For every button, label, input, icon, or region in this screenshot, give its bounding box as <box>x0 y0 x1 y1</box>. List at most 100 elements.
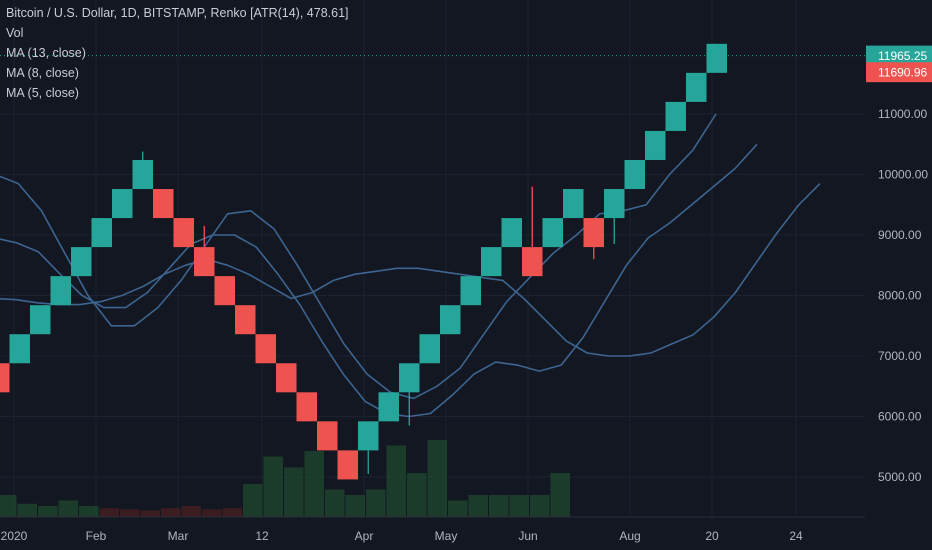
volume-bar <box>120 509 140 517</box>
volume-bar <box>243 484 263 517</box>
brick-up[interactable] <box>501 218 523 248</box>
brick-down[interactable] <box>235 305 256 335</box>
brick-up[interactable] <box>542 218 564 248</box>
volume-bar <box>202 509 222 517</box>
volume-bar <box>550 473 570 517</box>
brick-down[interactable] <box>194 247 215 277</box>
volume-bar <box>263 456 283 517</box>
ma5-study-label[interactable]: MA (5, close) <box>6 86 79 100</box>
brick-up[interactable] <box>399 363 420 393</box>
brick-up[interactable] <box>460 276 482 306</box>
brick-up[interactable] <box>112 189 133 219</box>
brick-up[interactable] <box>440 305 461 335</box>
time-tick-label: 2020 <box>1 529 28 543</box>
brick-up[interactable] <box>706 43 728 73</box>
time-tick-label: Feb <box>86 529 107 543</box>
brick-up[interactable] <box>481 247 502 277</box>
price-tick-label: 11000.00 <box>878 107 927 121</box>
time-tick-label: Mar <box>168 529 189 543</box>
volume-bar <box>222 508 242 517</box>
volume-bar <box>345 495 365 517</box>
brick-up[interactable] <box>71 247 92 277</box>
volume-bar <box>284 467 304 517</box>
volume-bar <box>79 506 99 517</box>
symbol-title[interactable]: Bitcoin / U.S. Dollar, 1D, BITSTAMP, Ren… <box>6 6 349 20</box>
price-tag-box <box>866 45 932 66</box>
brick-down[interactable] <box>317 421 338 451</box>
brick-up[interactable] <box>563 189 584 219</box>
brick-up[interactable] <box>9 334 31 364</box>
price-tick-label: 7000.00 <box>878 349 922 363</box>
volume-layer <box>0 440 570 517</box>
price-tick-label: 10000.00 <box>878 168 928 182</box>
brick-down[interactable] <box>522 247 543 277</box>
brick-up[interactable] <box>378 392 400 422</box>
time-tick-label: 20 <box>705 529 719 543</box>
volume-bar <box>38 506 58 517</box>
price-tag-label: 11690.96 <box>878 66 927 80</box>
brick-down[interactable] <box>337 450 359 480</box>
volume-bar <box>366 489 386 517</box>
volume-bar <box>0 495 17 517</box>
ma-line-8 <box>0 143 758 418</box>
brick-down[interactable] <box>583 218 605 248</box>
price-tags-layer: 11965.25 11690.96 <box>866 45 932 83</box>
brick-up[interactable] <box>645 130 666 160</box>
volume-bar <box>325 489 345 517</box>
ma8-study-label[interactable]: MA (8, close) <box>6 66 79 80</box>
price-axis[interactable]: 5000.00 6000.00 7000.00 8000.00 9000.00 10000… <box>878 107 928 484</box>
brick-down[interactable] <box>173 218 195 248</box>
volume-bar <box>304 451 324 517</box>
brick-down[interactable] <box>214 276 236 306</box>
time-axis[interactable]: 2020 Feb Mar 12 Apr May Jun Aug 20 24 <box>0 516 865 543</box>
price-tick-label: 5000.00 <box>878 470 922 484</box>
volume-study-label[interactable]: Vol <box>6 26 24 40</box>
brick-up[interactable] <box>665 101 687 131</box>
time-tick-label: Aug <box>619 529 640 543</box>
volume-bar <box>509 495 529 517</box>
price-tick-label: 6000.00 <box>878 410 922 424</box>
brick-down[interactable] <box>0 363 10 393</box>
volume-bar <box>530 495 550 517</box>
price-tick-label: 8000.00 <box>878 289 922 303</box>
brick-up[interactable] <box>604 189 625 219</box>
brick-down[interactable] <box>153 189 174 219</box>
brick-down[interactable] <box>276 363 297 393</box>
volume-bar <box>161 508 181 517</box>
brick-up[interactable] <box>624 159 646 190</box>
ma-line-5 <box>0 113 717 400</box>
volume-bar <box>468 495 488 517</box>
time-tick-label: May <box>435 529 458 543</box>
volume-bar <box>181 506 201 517</box>
volume-bar <box>407 473 427 517</box>
time-tick-label: 12 <box>255 529 269 543</box>
brick-up[interactable] <box>358 421 379 451</box>
volume-bar <box>427 440 447 517</box>
brick-up[interactable] <box>132 159 154 190</box>
brick-up[interactable] <box>91 218 113 248</box>
volume-bar <box>99 508 119 517</box>
volume-bar <box>140 510 160 517</box>
ma-line-13 <box>0 183 821 357</box>
brick-down[interactable] <box>255 334 277 364</box>
moving-average-layer <box>0 113 821 418</box>
volume-bar <box>489 495 509 517</box>
brick-up[interactable] <box>686 72 707 102</box>
volume-bar <box>448 500 468 517</box>
time-tick-label: 24 <box>789 529 803 543</box>
time-tick-label: Jun <box>518 529 537 543</box>
brick-up[interactable] <box>30 305 51 335</box>
renko-bricks-layer <box>0 43 728 480</box>
chart-legend: Bitcoin / U.S. Dollar, 1D, BITSTAMP, Ren… <box>6 3 349 103</box>
brick-down[interactable] <box>296 392 318 422</box>
ma13-study-label[interactable]: MA (13, close) <box>6 46 86 60</box>
price-tag-label: 11965.25 <box>878 49 927 63</box>
price-tick-label: 9000.00 <box>878 228 922 242</box>
brick-up[interactable] <box>50 276 72 306</box>
brick-up[interactable] <box>419 334 441 364</box>
price-tag-box <box>866 62 932 83</box>
volume-bar <box>386 445 406 517</box>
time-tick-label: Apr <box>355 529 374 543</box>
